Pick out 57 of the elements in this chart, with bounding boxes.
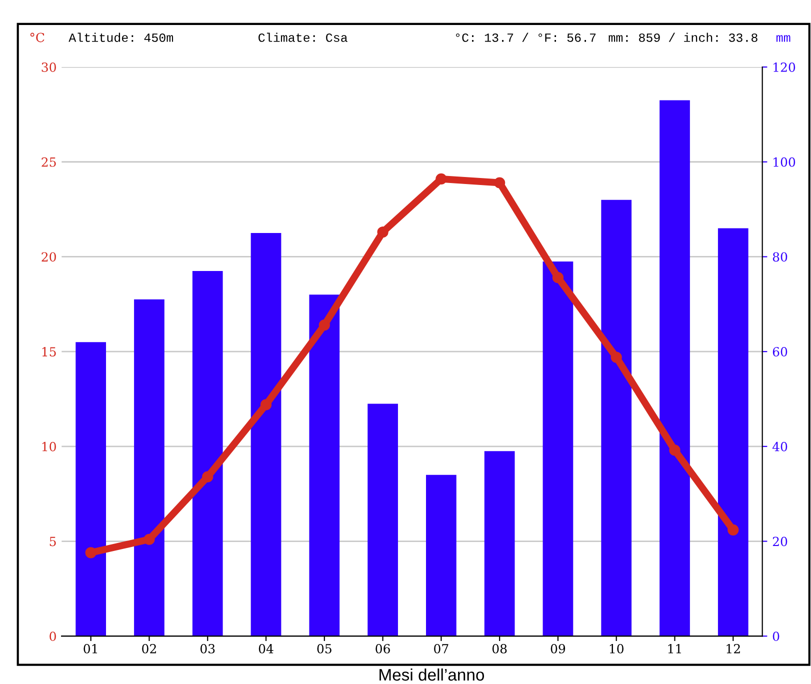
text: mm: 859 / inch: 33.8 <box>608 32 758 42</box>
bar <box>192 270 223 636</box>
x-tick-label: 11 <box>668 644 681 654</box>
y2-tick-label: 0 <box>772 632 780 642</box>
point <box>669 444 680 456</box>
x-tick-label: 07 <box>434 644 448 654</box>
bar <box>542 261 574 636</box>
bar <box>368 404 398 636</box>
x-tick-label: 03 <box>200 644 215 654</box>
bar <box>718 228 748 636</box>
bar <box>660 100 690 636</box>
x-tick-label: 04 <box>258 644 274 654</box>
y2-tick-label: 100 <box>774 157 796 167</box>
point <box>728 524 739 536</box>
y2-tick-label: 60 <box>772 347 788 357</box>
point <box>144 534 155 545</box>
x-tick-label: 12 <box>726 644 740 654</box>
point <box>610 352 622 363</box>
x-tick-label: 10 <box>610 644 624 654</box>
x-tick-label: 08 <box>492 644 507 654</box>
bar <box>309 294 340 636</box>
y2-tick-label: 80 <box>772 252 788 262</box>
text: °C: 13.7 / °F: 56.7 <box>456 32 596 42</box>
x-axis-title: Mesi dell’anno <box>380 668 484 681</box>
y-tick-label: 0 <box>50 632 56 642</box>
y-tick-label: 25 <box>42 157 56 167</box>
x-tick-label: 06 <box>376 644 390 654</box>
bar <box>426 474 456 636</box>
bar <box>250 233 282 636</box>
y-tick-label: 30 <box>42 62 56 72</box>
y-tick-label: 15 <box>42 347 56 357</box>
x-tick-label: 01 <box>84 644 98 654</box>
bar <box>76 342 106 636</box>
point <box>318 319 330 331</box>
point <box>494 177 506 188</box>
y-axis-title: °C <box>30 32 44 42</box>
point <box>377 226 388 238</box>
point <box>552 272 564 284</box>
y2-tick-label: 20 <box>772 536 788 546</box>
point <box>260 399 272 410</box>
y-tick-label: 5 <box>50 536 56 546</box>
y2-tick-label: 40 <box>772 442 788 452</box>
bar <box>484 451 515 636</box>
x-tick-label: 09 <box>550 644 566 654</box>
point <box>85 547 96 558</box>
y2-tick-label: 120 <box>774 62 796 72</box>
point <box>436 173 447 185</box>
text: Climate: Csa <box>258 32 348 42</box>
text: Altitude: 450m <box>68 32 174 42</box>
y2-axis-title: mm <box>776 35 790 42</box>
bar <box>601 200 632 636</box>
x-tick-label: 02 <box>142 644 156 654</box>
point <box>202 471 214 482</box>
y-tick-label: 20 <box>42 252 56 262</box>
x-tick-label: 05 <box>317 644 332 654</box>
y-tick-label: 10 <box>42 442 56 452</box>
bar <box>134 299 164 636</box>
